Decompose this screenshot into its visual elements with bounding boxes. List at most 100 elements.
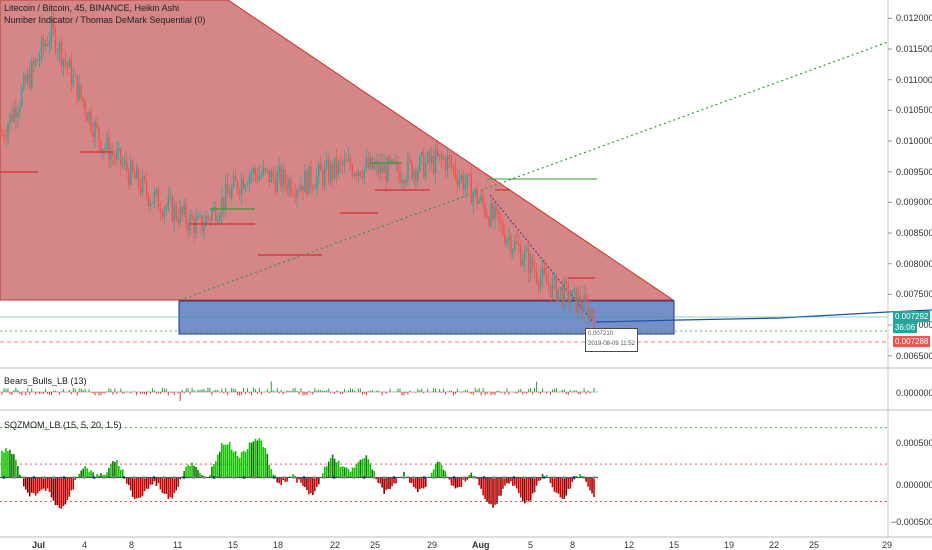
- price-candle: [286, 183, 288, 191]
- price-candle: [256, 174, 259, 181]
- price-candle: [13, 108, 15, 122]
- price-candle: [50, 18, 53, 41]
- price-candle: [393, 159, 395, 164]
- price-tooltip: 0.007210 2019-08-09 11:52: [585, 328, 638, 352]
- price-candle: [32, 61, 35, 66]
- price-candle: [514, 240, 516, 250]
- price-candle: [300, 185, 302, 191]
- price-candle: [504, 234, 506, 244]
- price-candle: [553, 275, 556, 280]
- price-candle: [502, 222, 504, 235]
- time-tick-label: Jul: [32, 540, 46, 550]
- price-candle: [209, 218, 211, 221]
- price-candle: [96, 121, 98, 127]
- price-candle: [102, 149, 104, 153]
- squeeze-dot: [542, 476, 546, 479]
- time-tick-label: 19: [724, 540, 735, 550]
- price-candle: [419, 155, 421, 171]
- price-candle: [155, 189, 158, 193]
- price-candle: [262, 167, 265, 175]
- price-candle: [19, 105, 21, 112]
- price-candle: [510, 237, 512, 254]
- price-candle: [167, 196, 170, 207]
- price-candle: [274, 177, 276, 192]
- price-candle: [535, 271, 538, 283]
- price-tick-label: 0.011000: [896, 74, 932, 85]
- price-candle: [391, 159, 393, 164]
- squeeze-dot: [32, 476, 36, 479]
- price-candle: [133, 171, 136, 179]
- time-tick-label: 12: [624, 540, 635, 550]
- price-candle: [526, 249, 528, 251]
- price-candle: [294, 194, 296, 197]
- price-candle: [161, 213, 164, 217]
- squeeze-dot: [532, 476, 536, 479]
- squeeze-dot: [202, 476, 206, 479]
- price-candle: [446, 155, 449, 170]
- indicator-title: Number Indicator / Thomas DeMark Sequent…: [4, 15, 206, 25]
- price-candle: [76, 75, 78, 101]
- price-candle: [355, 173, 358, 176]
- price-candle: [333, 157, 336, 178]
- price-candle: [529, 255, 532, 274]
- price-candle: [436, 150, 439, 157]
- price-candle: [25, 75, 27, 84]
- price-candle: [480, 195, 482, 202]
- price-candle: [240, 178, 243, 195]
- price-candle: [60, 42, 63, 67]
- squeeze-dot: [312, 476, 316, 479]
- price-candle: [476, 188, 478, 205]
- price-candle: [478, 201, 480, 205]
- price-candle: [272, 171, 274, 178]
- price-candle: [518, 243, 520, 247]
- price-candle: [484, 204, 486, 216]
- price-candle: [90, 111, 92, 131]
- price-candle: [56, 52, 59, 54]
- price-candle: [64, 59, 67, 64]
- price-candle: [7, 124, 9, 139]
- price-candle: [215, 206, 217, 223]
- price-tick-label: 0.008000: [896, 258, 932, 269]
- price-candle: [341, 162, 344, 166]
- price-candle: [490, 202, 492, 227]
- price-candle: [130, 161, 132, 185]
- price-candle: [3, 135, 5, 138]
- price-candle: [482, 195, 484, 205]
- price-candle: [236, 181, 239, 192]
- price-candle: [34, 59, 37, 66]
- price-candle: [9, 113, 11, 125]
- price-candle: [94, 121, 96, 138]
- price-candle: [88, 111, 90, 121]
- price-candle: [157, 189, 160, 210]
- price-candle: [195, 217, 197, 234]
- price-candle: [177, 218, 179, 224]
- price-candle: [116, 151, 118, 160]
- price-candle: [508, 237, 510, 240]
- price-tick-label: 0.011500: [896, 44, 932, 55]
- price-candle: [147, 194, 150, 207]
- squeeze-dot: [492, 476, 496, 479]
- price-candle: [397, 162, 399, 173]
- price-candle: [21, 88, 23, 106]
- price-candle: [498, 211, 500, 221]
- price-candle: [1, 134, 3, 136]
- price-candle: [444, 158, 447, 170]
- price-candle: [149, 203, 152, 207]
- price-candle: [328, 160, 330, 182]
- time-tick-label: 22: [330, 540, 341, 550]
- price-candle: [260, 174, 263, 176]
- price-candle: [114, 155, 116, 160]
- squeeze-dot: [472, 476, 476, 479]
- squeeze-dot: [382, 476, 386, 479]
- price-candle: [29, 73, 31, 88]
- price-candle: [304, 171, 306, 193]
- price-candle: [524, 250, 526, 262]
- squeeze-dot: [392, 476, 396, 479]
- price-candle: [423, 152, 425, 177]
- squeeze-dot: [22, 476, 26, 479]
- price-candle: [31, 61, 33, 88]
- price-candle: [331, 163, 334, 178]
- price-candle: [308, 166, 310, 194]
